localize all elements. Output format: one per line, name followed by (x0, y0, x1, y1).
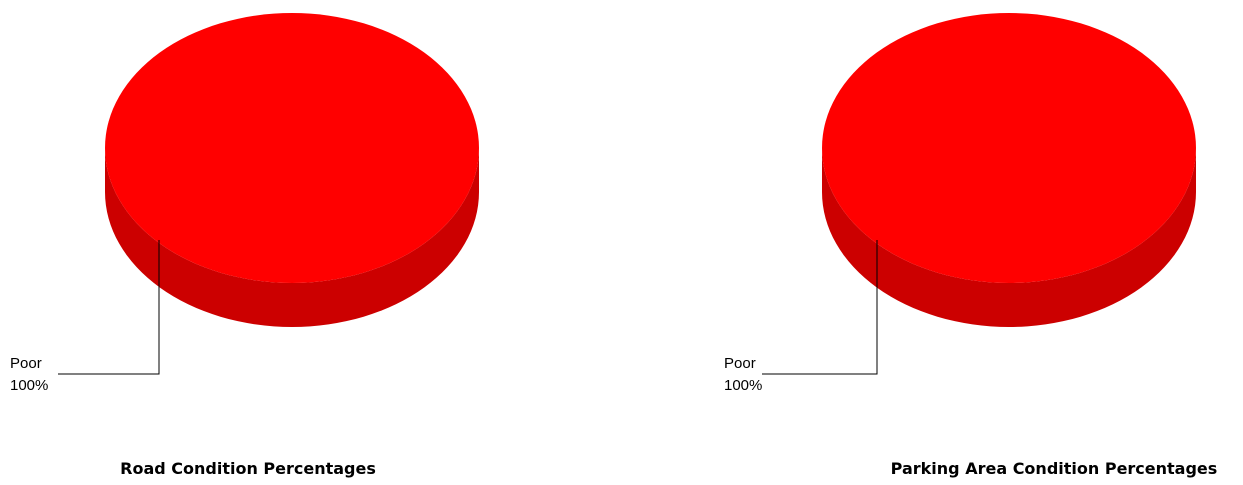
pie-slice-side-poor (105, 148, 479, 327)
pie-slice-side-poor (822, 148, 1196, 327)
pie-slice-poor (822, 13, 1196, 283)
data-label-category: Poor (724, 355, 756, 372)
data-label-percent: 100% (724, 377, 762, 394)
pie-chart-1: Poor 100% Road Condition Percentages (10, 13, 479, 478)
chart-title: Road Condition Percentages (120, 459, 376, 478)
pie-chart-2: Poor 100% Parking Area Condition Percentag… (724, 13, 1217, 478)
pie-slice-poor (105, 13, 479, 283)
data-label-percent: 100% (10, 377, 48, 394)
leader-line (58, 240, 160, 375)
leader-line (762, 240, 878, 375)
chart-title: Parking Area Condition Percentages (891, 459, 1218, 478)
data-label-category: Poor (10, 355, 42, 372)
